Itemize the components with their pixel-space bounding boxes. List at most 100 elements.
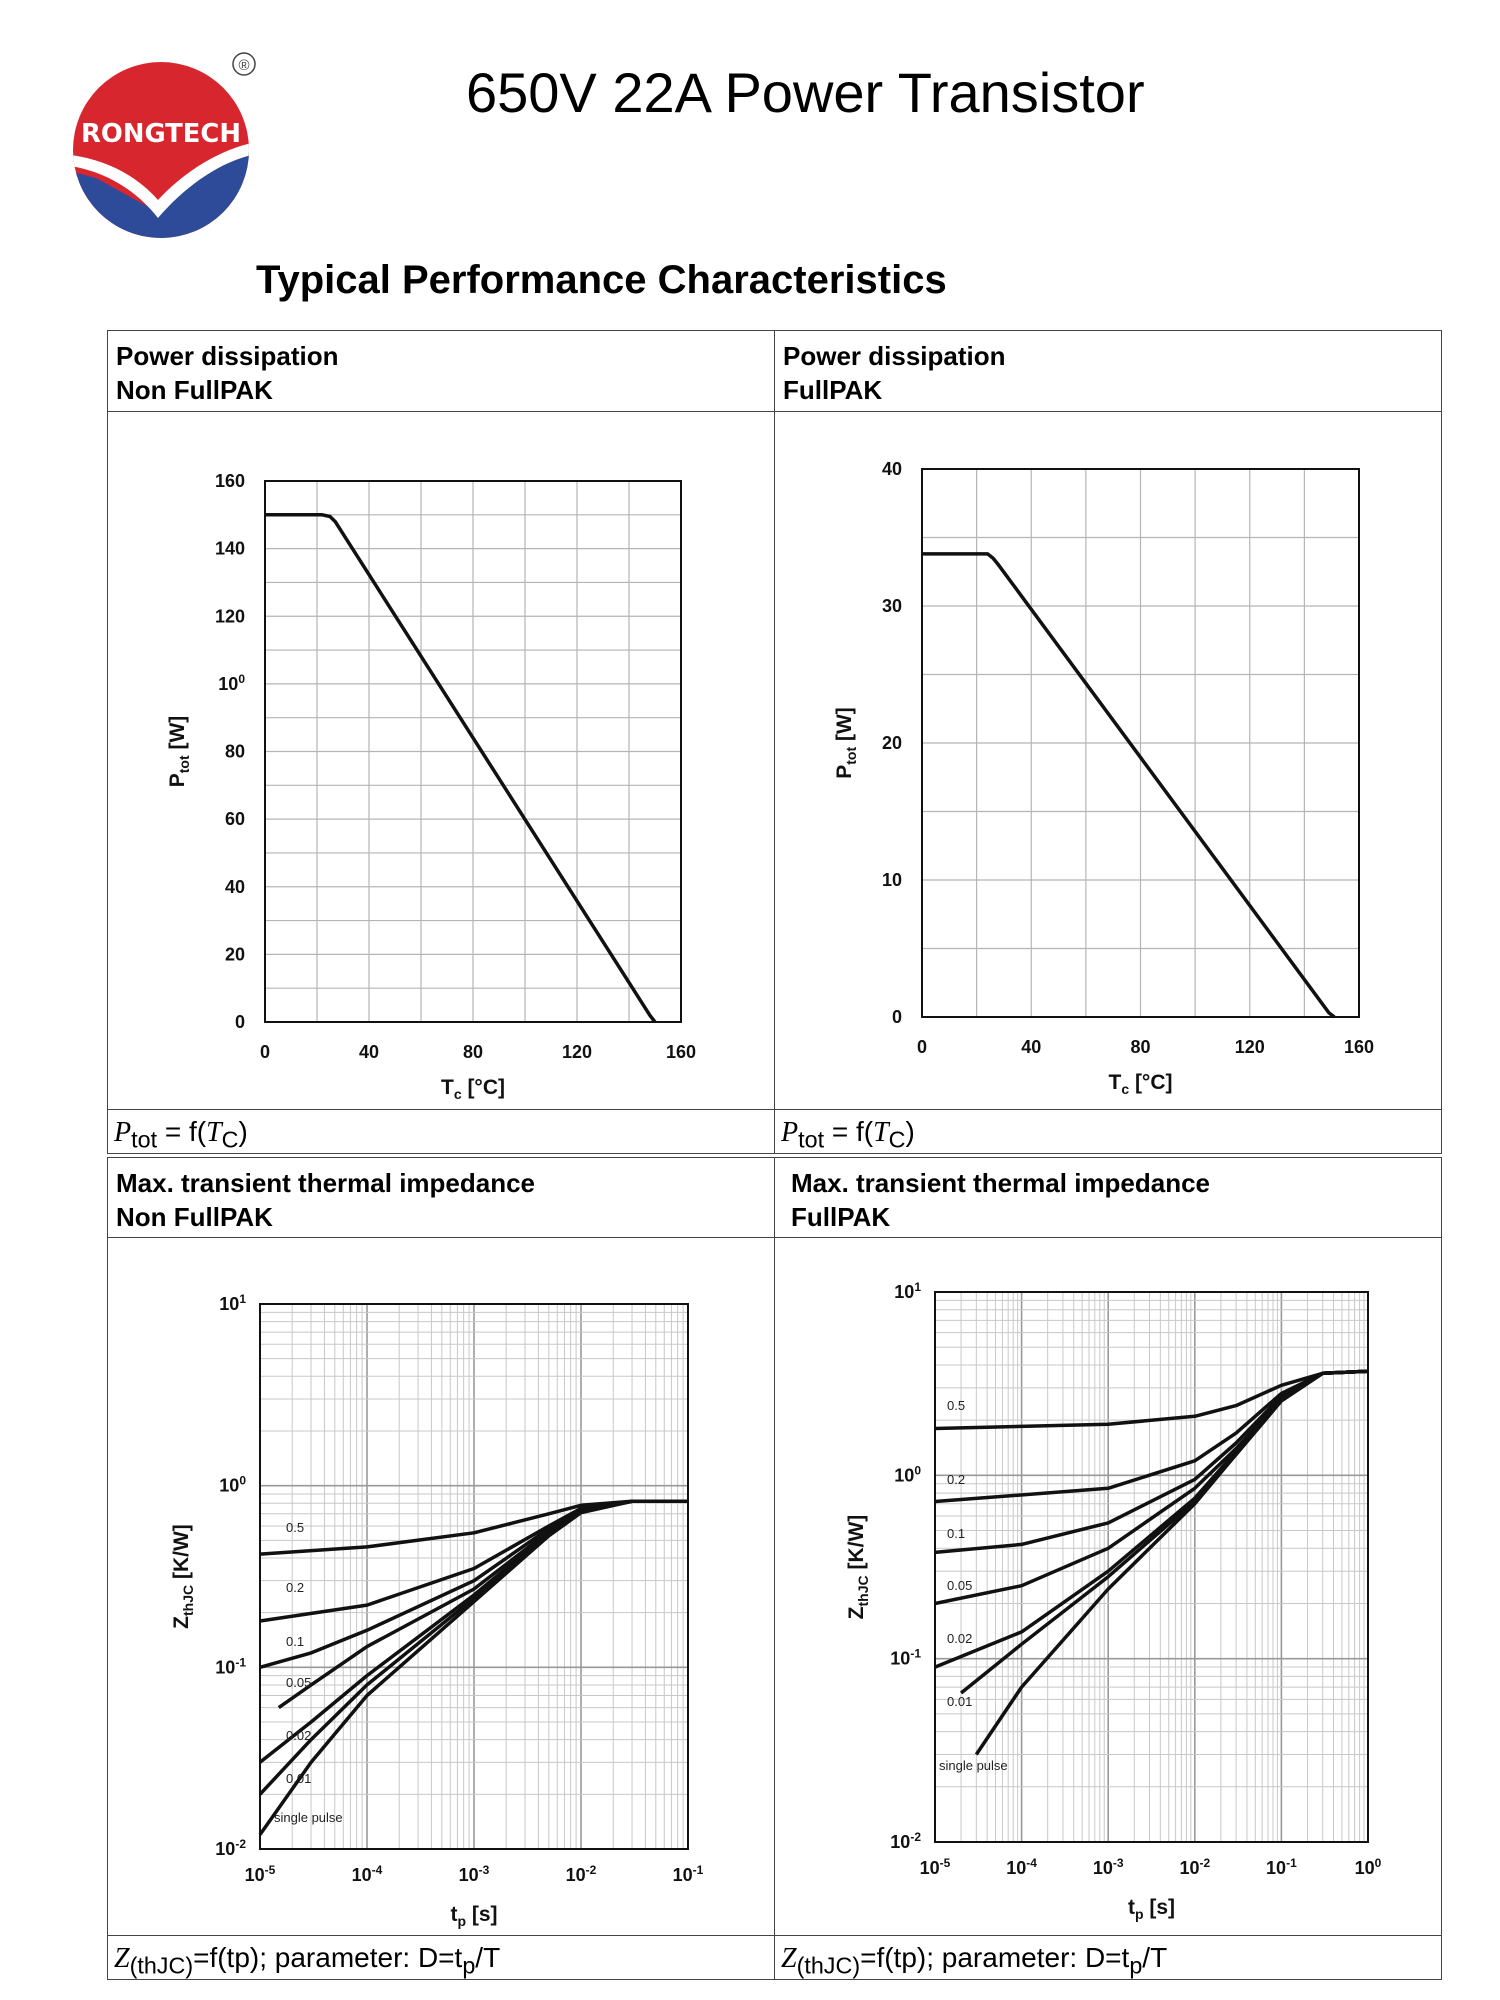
series-line-d-0-05 — [934, 1369, 1369, 1606]
plot-frame — [934, 1291, 1369, 1843]
y-tick-label: 10-2 — [890, 1830, 921, 1852]
x-tick-label: 160 — [1344, 1037, 1374, 1057]
plot-frame — [921, 468, 1360, 1018]
chart-thermal-impedance-fullpak: 10-5 10-4 10-3 10-2 10-1 100 10-2 10-1 100 101 tp … — [845, 1280, 1382, 1922]
panel-title: Max. transient thermal impedance — [791, 1168, 1211, 1198]
series-label: 0.02 — [947, 1631, 972, 1646]
y-tick-label: 10-1 — [890, 1647, 921, 1669]
panel-title: Power dissipation — [116, 341, 339, 371]
panel-caption: Z(thJC)=f(tp); parameter: D=tp/T — [108, 1935, 774, 1979]
x-axis-title: Tc [°C] — [1108, 1071, 1172, 1097]
y-tick-label: 100 — [219, 1474, 246, 1496]
y-tick-label: 101 — [219, 1292, 246, 1314]
registered-trademark: ® — [238, 57, 249, 74]
series-label: 0.01 — [947, 1694, 972, 1709]
panel-header: Power dissipation Non FullPAK — [108, 331, 774, 412]
panel-thermal-impedance-fullpak: Max. transient thermal impedance FullPAK… — [774, 1157, 1442, 1980]
series-line-d-0-2 — [934, 1369, 1369, 1504]
series-label: 0.1 — [947, 1526, 965, 1541]
panel-caption: Ptot = f(TC) — [775, 1109, 1441, 1153]
y-axis-title: Ptot [W] — [833, 707, 859, 779]
y-tick-label: 20 — [225, 944, 245, 964]
y-tick-label: 0 — [892, 1007, 902, 1027]
panel-subtitle: FullPAK — [791, 1202, 891, 1232]
y-tick-label: 80 — [225, 742, 245, 762]
y-tick-label: 100 — [218, 672, 245, 694]
x-tick-label: 10-5 — [245, 1863, 276, 1885]
caption-symbol-2: T — [873, 1117, 889, 1148]
y-tick-label: 30 — [882, 596, 902, 616]
x-tick-label: 160 — [666, 1042, 696, 1062]
x-tick-label: 10-2 — [566, 1863, 597, 1885]
panel-power-dissipation-non-fullpak: Power dissipation Non FullPAK 0 40 80 120 16… — [107, 330, 775, 1154]
y-axis-title: ZthJC [K/W] — [170, 1524, 196, 1629]
panel-header: Power dissipation FullPAK — [775, 331, 1441, 412]
y-axis-title: Ptot [W] — [166, 716, 192, 788]
section-title: Typical Performance Characteristics — [256, 258, 947, 302]
y-tick-label: 120 — [215, 606, 245, 626]
x-axis-title: tp [s] — [450, 1903, 497, 1929]
series-label: 0.05 — [947, 1578, 972, 1593]
x-tick-label: 120 — [1235, 1037, 1265, 1057]
caption-mid: =f(tp); parameter: D=t — [193, 1942, 463, 1973]
caption-sub: (thJC) — [129, 1952, 194, 1979]
series-line-d-single-pulse — [974, 1369, 1369, 1756]
caption-sub-2: p — [462, 1952, 476, 1979]
rongtech-logo: RONGTECH ® — [73, 52, 256, 238]
series-label: 0.05 — [286, 1675, 311, 1690]
caption-sub-2: C — [888, 1126, 906, 1153]
chart-power-dissipation-non-fullpak: 0 40 80 120 160 0 20 40 60 80 100 120 140 160 Tc [°C] P… — [166, 471, 696, 1102]
panel-title: Max. transient thermal impedance — [116, 1168, 536, 1198]
caption-mid: = f( — [824, 1116, 874, 1147]
y-tick-label: 0 — [235, 1012, 245, 1032]
panel-header: Max. transient thermal impedance FullPAK — [775, 1158, 1441, 1238]
x-tick-label: 10-4 — [352, 1863, 383, 1885]
y-axis-title: ZthJC [K/W] — [845, 1515, 871, 1620]
panel-subtitle: Non FullPAK — [116, 375, 273, 405]
x-axis-title: Tc [°C] — [441, 1076, 505, 1102]
caption-symbol: P — [114, 1117, 132, 1148]
plot-frame — [259, 1303, 689, 1850]
y-tick-label: 160 — [215, 471, 245, 491]
x-tick-label: 10-2 — [1179, 1856, 1210, 1878]
panel-caption: Z(thJC)=f(tp); parameter: D=tp/T — [775, 1935, 1441, 1979]
x-axis-title: tp [s] — [1128, 1896, 1175, 1922]
panel-title: Power dissipation — [783, 341, 1006, 371]
caption-sub: (thJC) — [796, 1952, 861, 1979]
caption-symbol: Z — [781, 1943, 797, 1974]
x-tick-label: 0 — [260, 1042, 270, 1062]
caption-symbol: Z — [114, 1943, 130, 1974]
series-line-d-single-pulse — [258, 1499, 688, 1836]
panel-power-dissipation-fullpak: Power dissipation FullPAK 0 40 80 120 160 0 10… — [774, 330, 1442, 1154]
x-tick-label: 100 — [1355, 1856, 1382, 1878]
series-label: single pulse — [939, 1758, 1008, 1773]
y-tick-label: 10 — [882, 870, 902, 890]
x-tick-label: 80 — [1130, 1037, 1150, 1057]
caption-sub-2: C — [221, 1126, 239, 1153]
x-tick-label: 120 — [562, 1042, 592, 1062]
document-title: 650V 22A Power Transistor — [466, 61, 1145, 124]
series-label: 0.5 — [947, 1398, 965, 1413]
x-tick-label: 10-3 — [459, 1863, 490, 1885]
panel-thermal-impedance-non-fullpak: Max. transient thermal impedance Non Ful… — [107, 1157, 775, 1980]
series-label: 0.1 — [286, 1634, 304, 1649]
series-line-ptot — [265, 513, 657, 1024]
y-tick-label: 100 — [894, 1463, 921, 1485]
caption-sub-2: p — [1129, 1952, 1143, 1979]
x-tick-label: 0 — [917, 1037, 927, 1057]
x-tick-label: 40 — [1021, 1037, 1041, 1057]
series-label: 0.02 — [286, 1728, 311, 1743]
panel-caption: Ptot = f(TC) — [108, 1109, 774, 1153]
caption-mid: =f(tp); parameter: D=t — [860, 1942, 1130, 1973]
x-tick-label: 10-4 — [1006, 1856, 1037, 1878]
caption-symbol: P — [781, 1117, 799, 1148]
y-tick-label: 140 — [215, 539, 245, 559]
logo-brand-text: RONGTECH — [81, 119, 241, 149]
x-tick-label: 40 — [359, 1042, 379, 1062]
y-tick-label: 10-1 — [215, 1655, 246, 1677]
chart-power-dissipation-fullpak: 0 40 80 120 160 0 10 20 30 40 Tc [°C] Ptot [W] — [833, 459, 1374, 1097]
series-line-d-0-1 — [934, 1369, 1369, 1555]
y-tick-label: 10-2 — [215, 1837, 246, 1859]
series-label: 0.2 — [947, 1472, 965, 1487]
panel-header: Max. transient thermal impedance Non Ful… — [108, 1158, 774, 1238]
